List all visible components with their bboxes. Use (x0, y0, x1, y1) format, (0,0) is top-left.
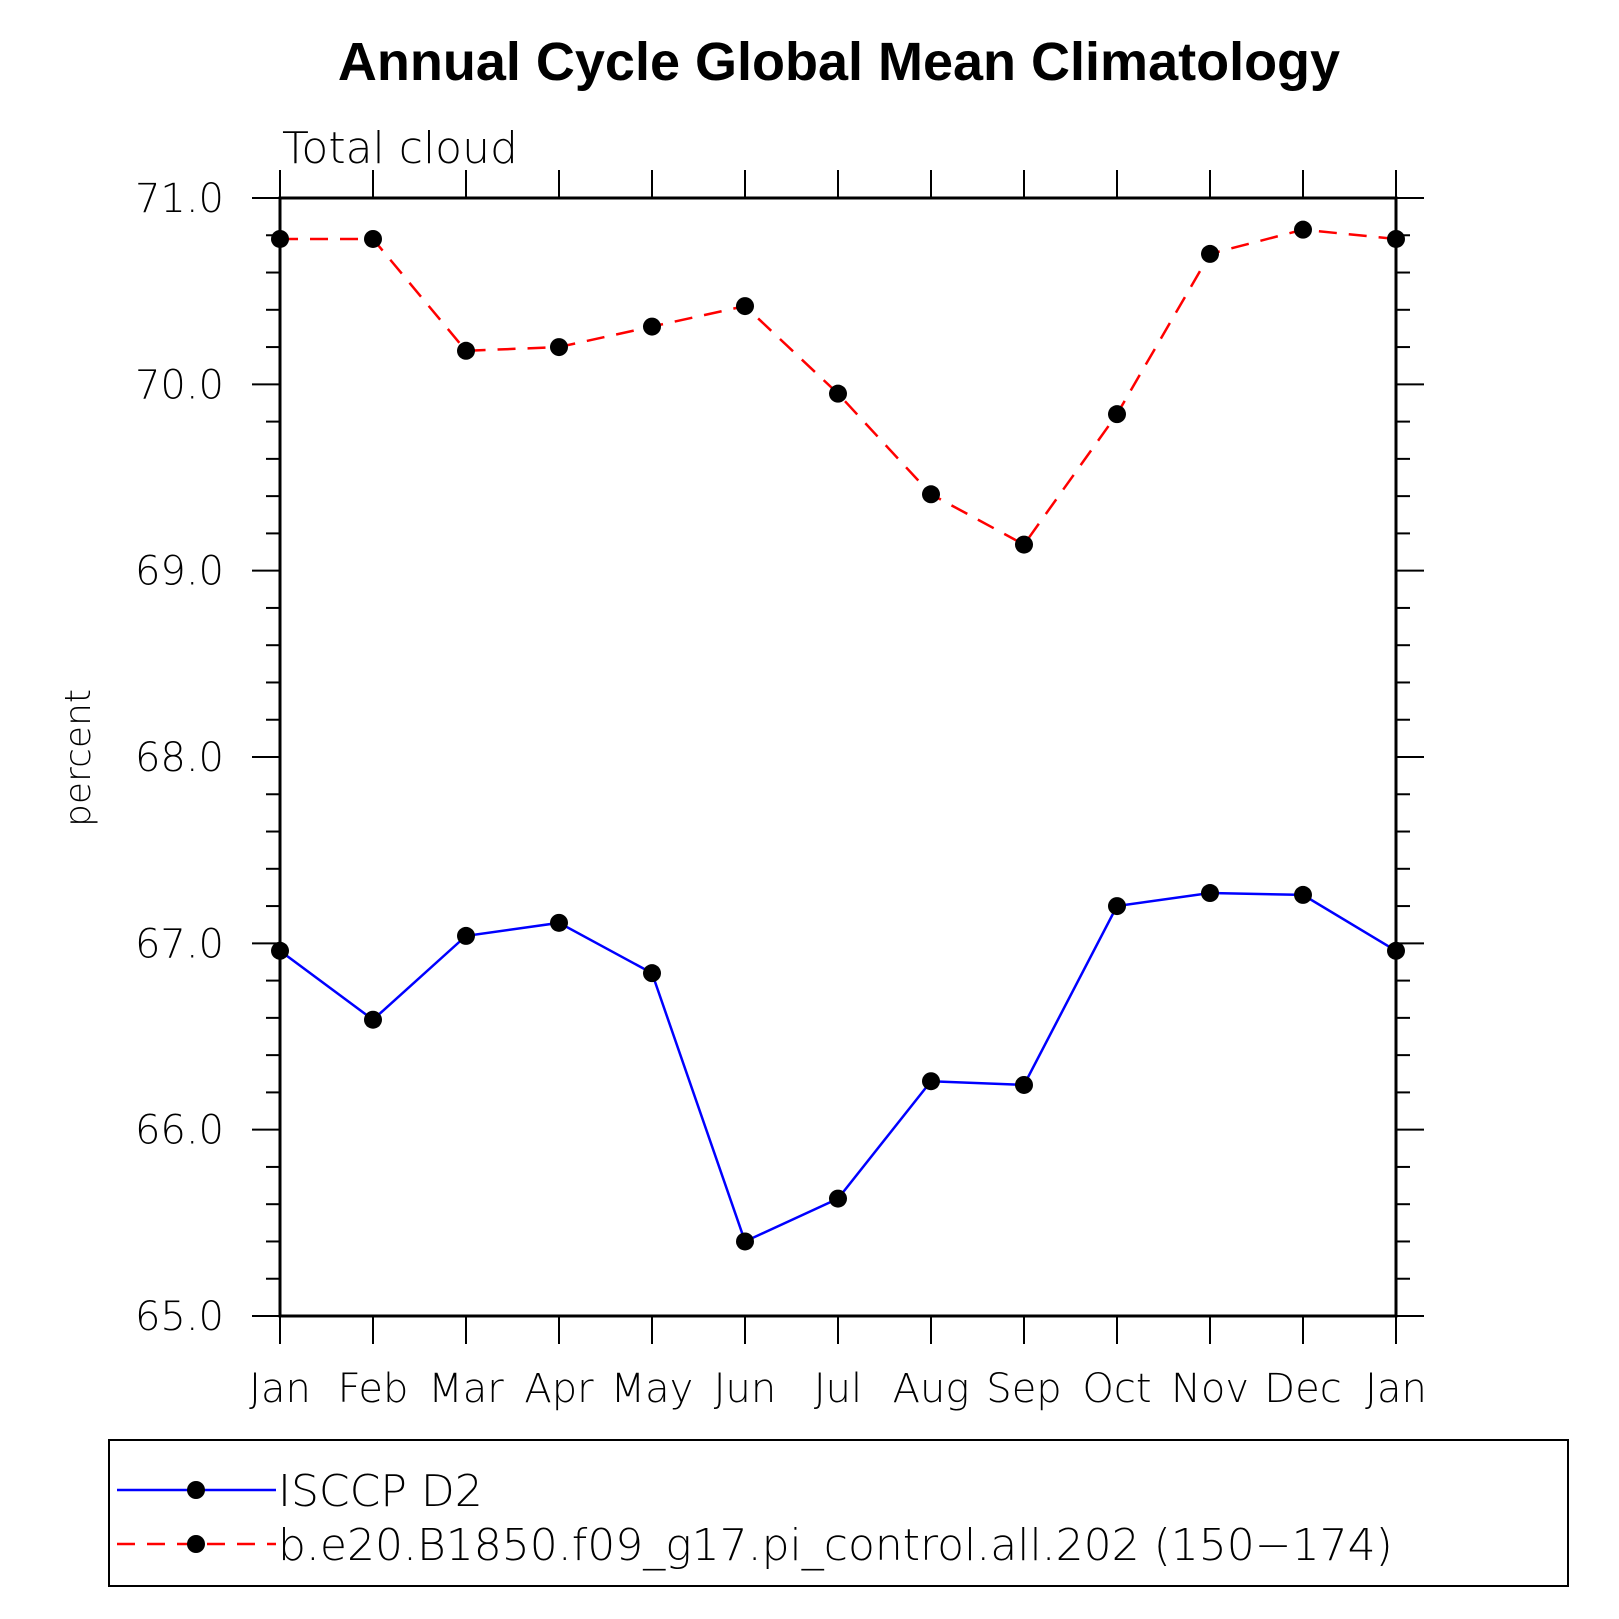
series-0-point (457, 926, 475, 945)
y-tick-label: 68.0 (135, 735, 224, 781)
series-1-point (1108, 405, 1126, 424)
x-tick-label: May (611, 1366, 694, 1412)
y-axis: 65.0 66.0 67.0 68.0 69.0 70.0 71.0 (135, 176, 1424, 1340)
series-0-point (364, 1010, 382, 1029)
series-layer (271, 220, 1405, 1251)
y-tick-label: 67.0 (135, 921, 224, 967)
x-tick-label: Mar (428, 1366, 504, 1412)
series-0-point (1294, 885, 1312, 904)
legend-label-0: ISCCP D2 (278, 1466, 483, 1517)
series-0-point (643, 964, 661, 983)
series-0-point (1108, 897, 1126, 916)
series-0-point (736, 1232, 754, 1251)
series-1-point (271, 229, 289, 248)
series-0-point (1015, 1075, 1033, 1094)
x-tick-label: Jan (1365, 1366, 1427, 1412)
series-1-point (736, 297, 754, 316)
y-tick-label: 65.0 (135, 1294, 224, 1340)
series-0-point (271, 941, 289, 960)
series-1-point (1387, 229, 1405, 248)
x-tick-label: Jun (714, 1366, 777, 1412)
y-axis-label: percent (58, 689, 99, 827)
legend-label-1: b.e20.B1850.f09_g17.pi_control.all.202 (… (278, 1520, 1393, 1571)
series-1-point (643, 317, 661, 336)
series-line-0 (279, 891, 1397, 1244)
series-1-point (364, 229, 382, 248)
series-1-point (922, 485, 940, 504)
x-tick-label: Dec (1264, 1366, 1341, 1412)
series-1-point (1201, 244, 1219, 263)
series-1-point (829, 384, 847, 403)
legend-box (108, 1439, 1569, 1587)
legend: ISCCP D2b.e20.B1850.f09_g17.pi_control.a… (108, 1439, 1569, 1587)
x-axis: Jan Feb Mar Apr May Jun Jul Aug Sep Oct Nov Dec Jan (249, 170, 1427, 1412)
series-1-point (457, 341, 475, 360)
x-tick-label: Aug (893, 1366, 970, 1412)
series-0-point (922, 1072, 940, 1091)
x-tick-label: Oct (1082, 1366, 1151, 1412)
y-tick-label: 66.0 (135, 1108, 224, 1154)
series-0-point (829, 1189, 847, 1208)
series-1-point (1294, 220, 1312, 239)
y-tick-label: 70.0 (135, 362, 224, 408)
y-tick-label: 71.0 (135, 176, 224, 222)
y-tick-label: 69.0 (135, 549, 224, 595)
series-1-point (550, 338, 568, 357)
chart-subtitle: Total cloud (282, 123, 518, 174)
series-0-point (1387, 941, 1405, 960)
x-tick-label: Sep (986, 1366, 1061, 1412)
x-tick-label: Feb (338, 1366, 409, 1412)
x-tick-label: Jan (249, 1366, 311, 1412)
series-1-point (1015, 535, 1033, 554)
legend-marker-0 (187, 1481, 205, 1499)
plot-frame (278, 196, 1398, 1318)
x-tick-label: Nov (1171, 1366, 1249, 1412)
series-0-point (550, 913, 568, 932)
series-0-point (1201, 884, 1219, 903)
x-tick-label: Jul (814, 1366, 862, 1412)
x-tick-label: Apr (524, 1366, 594, 1412)
legend-marker-1 (187, 1535, 205, 1553)
chart-title: Annual Cycle Global Mean Climatology (338, 32, 1340, 92)
